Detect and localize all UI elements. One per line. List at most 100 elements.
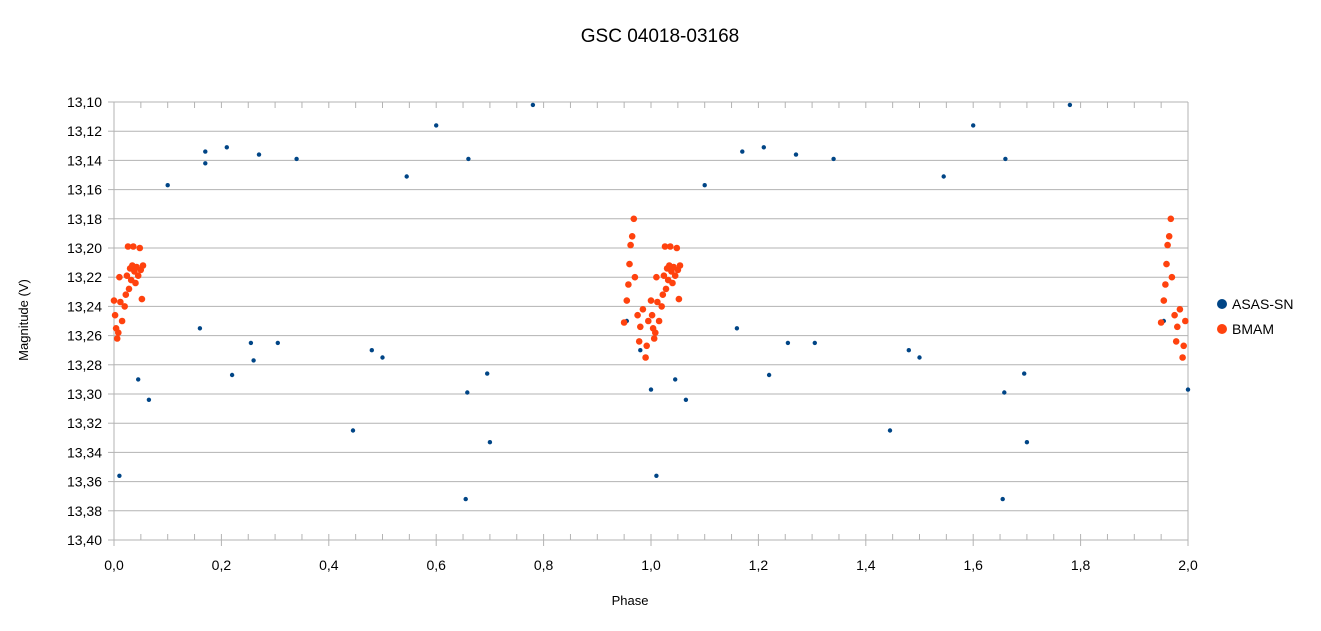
data-point-bmam (631, 273, 639, 281)
data-point-bmam (659, 291, 667, 299)
data-point-bmam (643, 342, 650, 350)
data-point-bmam (124, 243, 132, 250)
data-point-bmam (634, 311, 641, 319)
data-point-bmam (1174, 323, 1181, 331)
data-point-asas-sn (734, 326, 740, 331)
data-point-asas-sn (465, 390, 470, 395)
legend-marker-bmam (1217, 324, 1227, 334)
data-point-asas-sn (146, 397, 152, 402)
y-tick-label: 13,40 (67, 532, 102, 548)
data-point-bmam (667, 243, 674, 250)
data-point-bmam (1180, 342, 1187, 350)
data-point-bmam (139, 262, 147, 269)
data-point-bmam (658, 303, 665, 310)
data-point-asas-sn (740, 149, 745, 154)
x-tick-label: 2,0 (1178, 557, 1198, 573)
data-point-asas-sn (1002, 390, 1007, 395)
data-point-asas-sn (350, 428, 356, 433)
data-point-asas-sn (887, 428, 893, 433)
x-tick-label: 1,6 (963, 557, 983, 573)
data-point-asas-sn (369, 348, 374, 353)
data-point-bmam (671, 272, 679, 280)
x-tick-label: 0,2 (212, 557, 232, 573)
data-point-bmam (650, 335, 658, 342)
gridlines (114, 101, 1188, 541)
data-point-bmam (1171, 311, 1178, 319)
data-point-bmam (134, 272, 142, 280)
x-tick-label: 0,4 (319, 557, 339, 573)
y-axis-title: Magnitude (V) (16, 279, 31, 361)
data-point-bmam (116, 273, 123, 281)
data-point-asas-sn (434, 123, 439, 128)
data-point-asas-sn (654, 473, 659, 478)
data-point-bmam (623, 297, 631, 304)
tick-labels: 13,10 13,12 13,14 13,16 13,18 13,20 13,22 13,24… (67, 94, 1198, 573)
data-point-bmam (130, 243, 137, 250)
x-tick-label: 1,4 (856, 557, 876, 573)
data-point-bmam (653, 273, 660, 281)
data-point-bmam (655, 317, 663, 325)
data-point-asas-sn (530, 102, 536, 108)
data-point-asas-sn (487, 440, 493, 445)
y-tick-label: 13,30 (67, 386, 102, 402)
data-point-bmam (635, 338, 643, 345)
data-point-bmam (121, 303, 128, 310)
data-point-bmam (1172, 338, 1180, 345)
data-point-asas-sn (275, 340, 280, 346)
data-point-bmam (122, 291, 130, 299)
data-point-asas-sn (294, 156, 299, 162)
data-point-bmam (1164, 241, 1171, 249)
data-point-bmam (118, 317, 126, 325)
data-point-bmam (1168, 273, 1176, 281)
data-point-bmam (115, 329, 122, 337)
bmam-series (110, 215, 1189, 361)
data-point-asas-sn (203, 149, 208, 154)
x-tick-label: 0,6 (426, 557, 446, 573)
data-point-asas-sn (648, 387, 654, 392)
data-point-asas-sn (117, 473, 122, 478)
data-point-asas-sn (251, 358, 256, 363)
chart-title: GSC 04018-03168 (581, 26, 739, 47)
data-point-asas-sn (136, 377, 141, 382)
x-tick-label: 1,8 (1071, 557, 1091, 573)
data-point-asas-sn (485, 371, 490, 376)
data-point-bmam (645, 317, 652, 325)
data-point-bmam (132, 279, 139, 287)
data-point-asas-sn (785, 340, 791, 346)
x-tick-label: 0,8 (534, 557, 554, 573)
x-tick-label: 0,0 (104, 557, 124, 573)
data-point-asas-sn (812, 340, 817, 346)
data-point-bmam (637, 323, 644, 331)
data-point-bmam (652, 329, 659, 337)
data-point-asas-sn (941, 174, 946, 179)
data-point-asas-sn (766, 372, 772, 378)
data-point-bmam (1176, 306, 1184, 313)
data-point-asas-sn (380, 355, 385, 360)
data-point-bmam (639, 306, 647, 313)
data-point-asas-sn (673, 377, 678, 382)
y-tick-label: 13,20 (67, 240, 102, 256)
data-point-bmam (1167, 215, 1175, 223)
data-point-bmam (1165, 233, 1173, 240)
data-point-asas-sn (702, 183, 707, 188)
data-point-bmam (620, 319, 628, 326)
data-point-bmam (673, 244, 681, 252)
data-point-asas-sn (1021, 371, 1027, 376)
data-point-asas-sn (1185, 387, 1191, 392)
y-tick-label: 13,22 (67, 269, 102, 285)
y-tick-label: 13,18 (67, 211, 102, 227)
data-point-bmam (660, 272, 668, 280)
data-point-asas-sn (906, 348, 911, 353)
data-point-bmam (111, 311, 119, 319)
data-point-asas-sn (1067, 102, 1073, 108)
y-tick-label: 13,34 (67, 444, 102, 460)
data-point-bmam (1162, 281, 1169, 288)
y-tick-label: 13,32 (67, 415, 102, 431)
data-point-asas-sn (831, 156, 836, 162)
data-point-asas-sn (683, 397, 689, 402)
data-point-bmam (628, 233, 636, 240)
legend-label-bmam: BMAM (1232, 321, 1274, 337)
data-point-bmam (662, 285, 670, 293)
data-point-bmam (110, 297, 118, 304)
y-tick-label: 13,38 (67, 503, 102, 519)
